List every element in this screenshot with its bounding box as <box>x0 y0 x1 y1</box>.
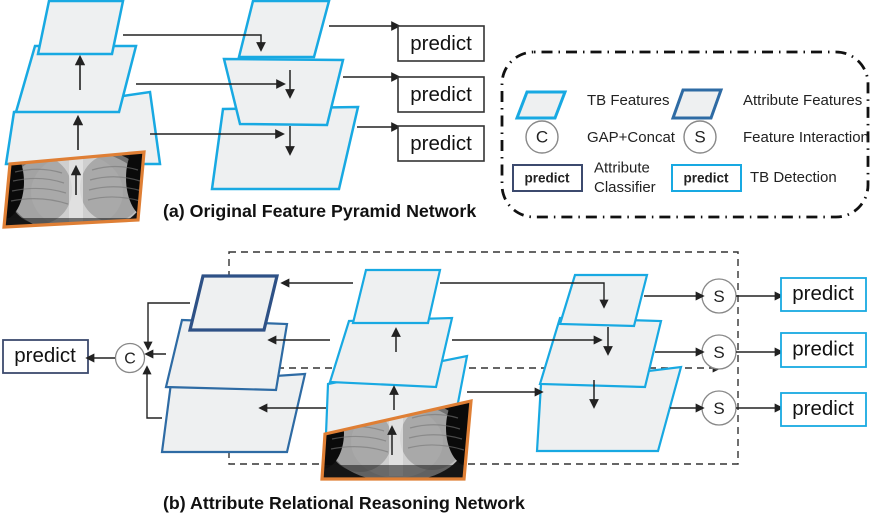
svg-text:S: S <box>713 287 724 306</box>
svg-text:predict: predict <box>792 397 854 420</box>
svg-text:GAP+Concat: GAP+Concat <box>587 129 676 146</box>
svg-text:S: S <box>713 343 724 362</box>
svg-text:predict: predict <box>410 132 472 155</box>
svg-text:(b) Attribute Relational Reaso: (b) Attribute Relational Reasoning Netwo… <box>163 493 525 513</box>
svg-text:(a) Original Feature Pyramid N: (a) Original Feature Pyramid Network <box>163 201 476 221</box>
svg-text:Feature Interaction: Feature Interaction <box>743 129 869 146</box>
svg-text:predict: predict <box>524 171 570 186</box>
svg-text:TB Features: TB Features <box>587 92 670 109</box>
svg-text:C: C <box>124 351 136 368</box>
svg-text:Attribute: Attribute <box>594 160 650 177</box>
svg-text:predict: predict <box>410 32 472 55</box>
svg-text:predict: predict <box>792 338 854 361</box>
svg-text:predict: predict <box>683 171 729 186</box>
svg-text:predict: predict <box>410 83 472 106</box>
svg-text:Attribute Features: Attribute Features <box>743 92 862 109</box>
svg-text:predict: predict <box>14 344 76 367</box>
svg-text:S: S <box>694 128 705 147</box>
svg-text:C: C <box>536 128 548 147</box>
svg-text:S: S <box>713 399 724 418</box>
svg-text:TB Detection: TB Detection <box>750 169 837 186</box>
svg-text:predict: predict <box>792 282 854 305</box>
svg-text:Classifier: Classifier <box>594 179 656 196</box>
